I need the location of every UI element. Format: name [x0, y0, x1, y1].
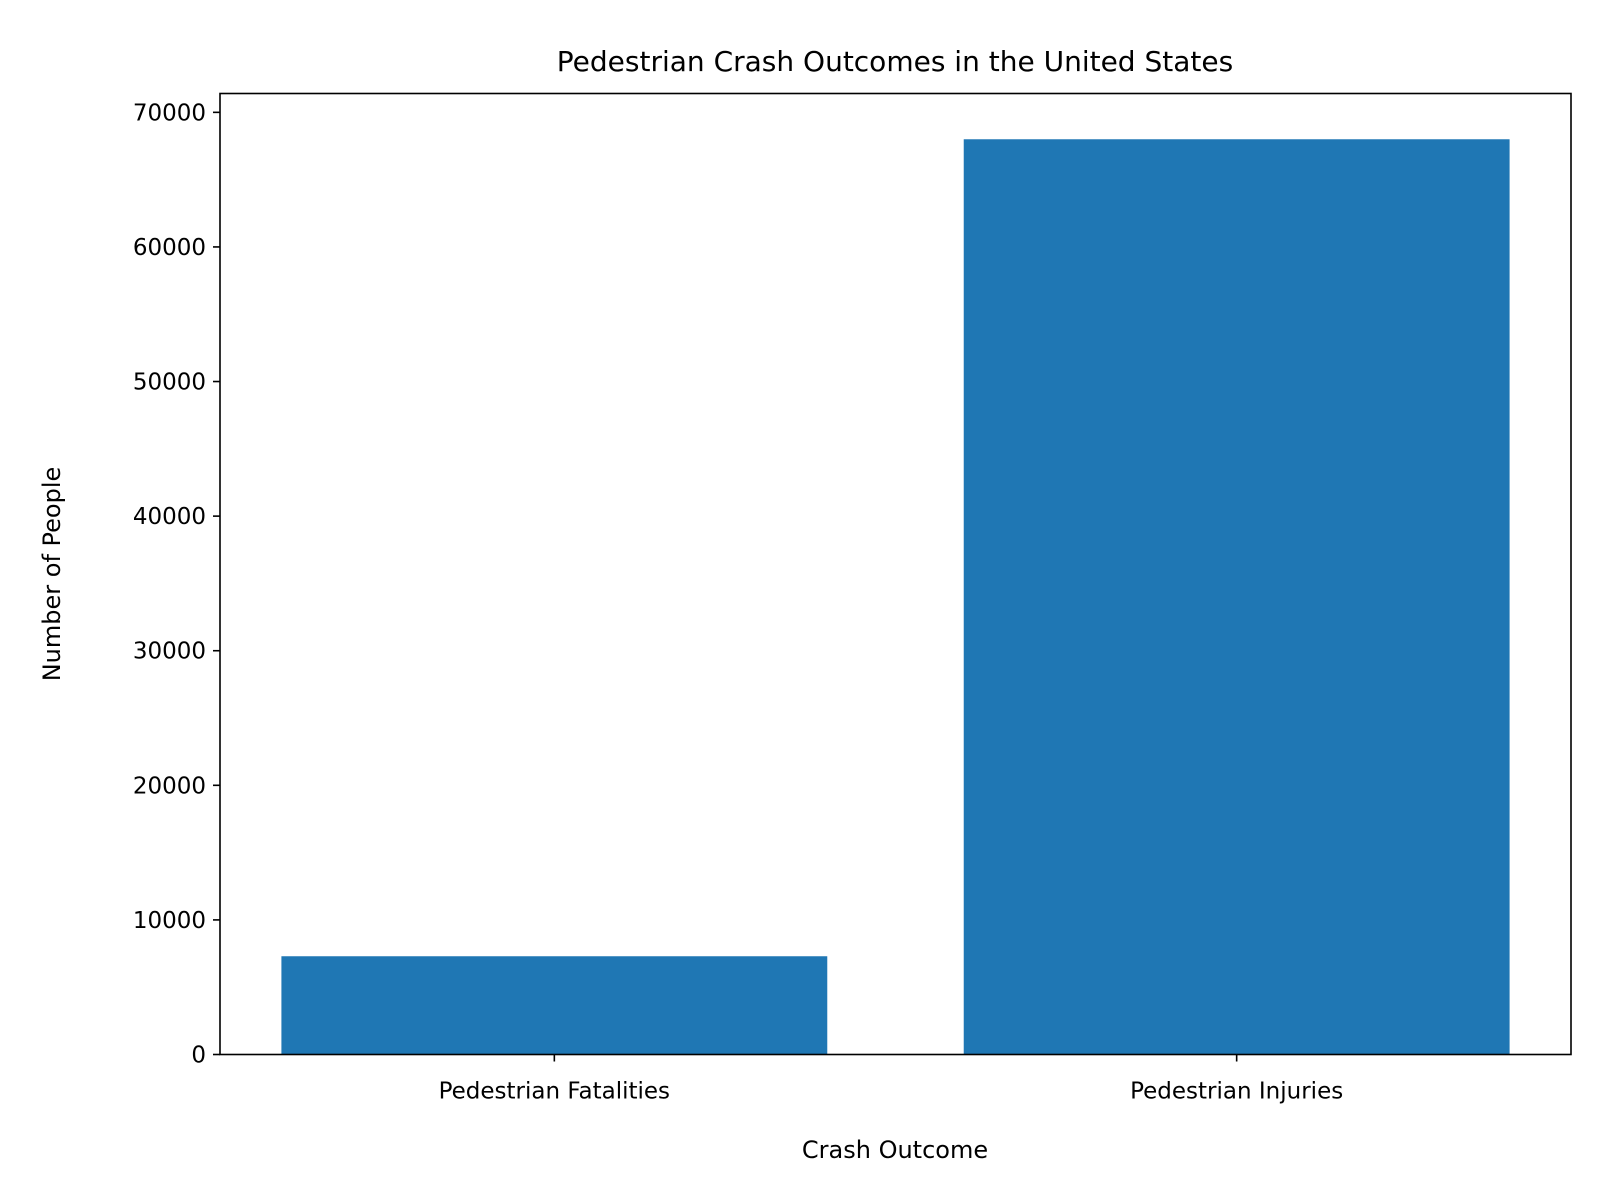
y-tick-label: 60000	[133, 235, 206, 261]
x-tick-label: Pedestrian Injuries	[1130, 1079, 1343, 1105]
x-tick-label: Pedestrian Fatalities	[439, 1079, 670, 1105]
y-axis-label: Number of People	[38, 467, 66, 682]
x-axis-label: Crash Outcome	[802, 1136, 988, 1164]
chart-title: Pedestrian Crash Outcomes in the United …	[557, 45, 1233, 78]
axes-frame	[219, 92, 1572, 1056]
y-tick-label: 0	[191, 1043, 206, 1069]
bar-pedestrian-fatalities	[281, 956, 828, 1055]
y-tick-label: 10000	[133, 908, 206, 934]
y-tick-label: 50000	[133, 370, 206, 396]
y-tick-label: 70000	[133, 100, 206, 126]
y-tick-label: 30000	[133, 639, 206, 665]
bar-pedestrian-injuries	[963, 139, 1510, 1055]
y-tick-label: 20000	[133, 773, 206, 799]
y-tick-label: 40000	[133, 504, 206, 530]
